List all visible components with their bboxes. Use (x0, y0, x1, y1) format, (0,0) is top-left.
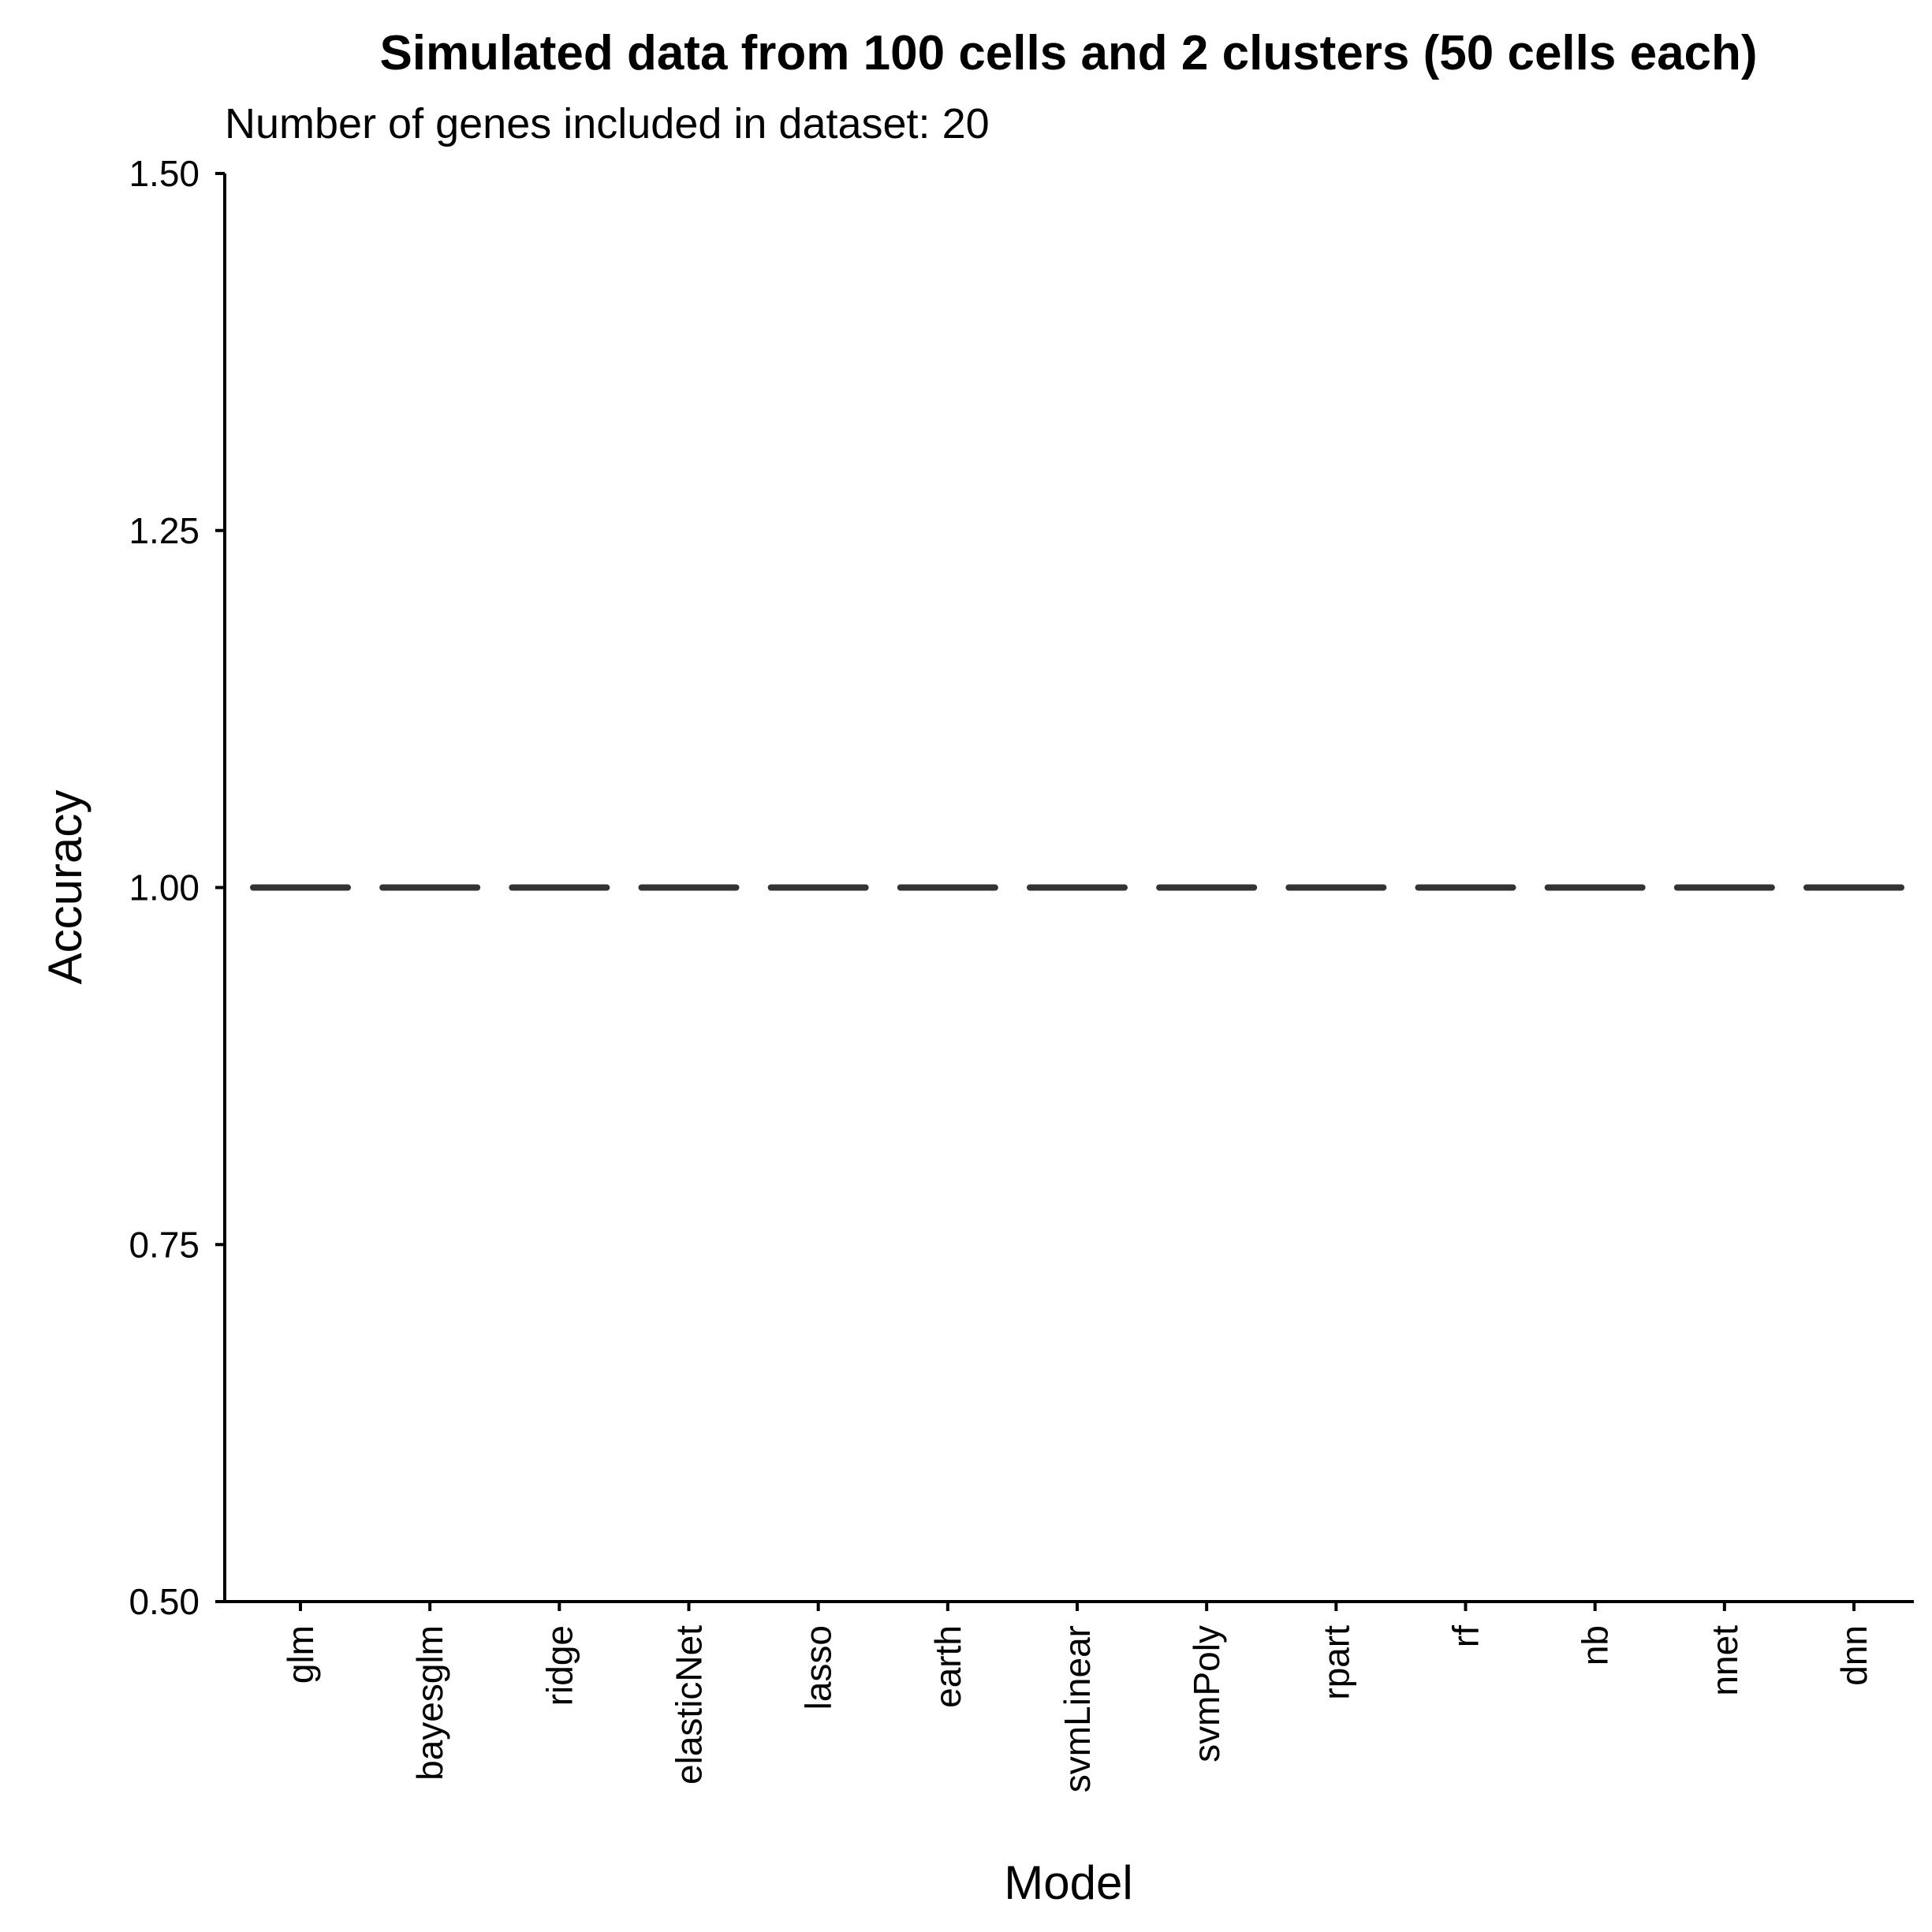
x-tick-label: svmPoly (1186, 1625, 1227, 1762)
x-tick-label: lasso (798, 1625, 839, 1710)
y-axis-ticks: 0.50 0.75 1.00 1.25 1.50 (129, 153, 225, 1622)
x-tick-label: dnn (1833, 1625, 1874, 1686)
x-tick-label: rf (1445, 1625, 1486, 1647)
x-tick-label: svmLinear (1057, 1625, 1098, 1792)
x-tick-label: elasticNet (669, 1625, 710, 1785)
y-axis-label: Accuracy (39, 790, 91, 985)
x-tick-label: nb (1575, 1625, 1616, 1665)
y-tick-label: 1.50 (129, 153, 200, 194)
x-axis-ticks: glm bayesglm ridge elasticNet lasso earth svmL… (280, 1602, 1874, 1792)
x-tick-label: nnet (1704, 1625, 1745, 1696)
x-tick-label: ridge (539, 1625, 580, 1706)
x-tick-label: earth (927, 1625, 968, 1708)
y-tick-label: 0.50 (129, 1581, 200, 1622)
y-tick-label: 1.25 (129, 510, 200, 551)
x-tick-label: rpart (1315, 1625, 1356, 1700)
x-tick-label: glm (280, 1625, 321, 1684)
x-axis-label: Model (1004, 1856, 1132, 1909)
x-tick-label: bayesglm (409, 1625, 450, 1781)
chart-subtitle: Number of genes included in dataset: 20 (225, 100, 990, 147)
y-tick-label: 1.00 (129, 867, 200, 908)
chart-title: Simulated data from 100 cells and 2 clus… (379, 26, 1757, 80)
y-tick-label: 0.75 (129, 1224, 200, 1265)
